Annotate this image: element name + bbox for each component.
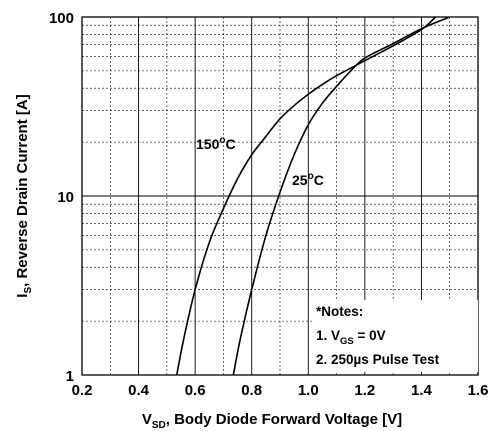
series-label-25c-rest: C (314, 172, 324, 188)
x-tick-label: 0.6 (185, 382, 206, 399)
y-axis-title-rest: , Reverse Drain Current [A] (14, 94, 31, 287)
x-tick-labels: 0.2 0.4 0.6 0.8 1.0 1.2 1.4 1.6 (72, 382, 489, 399)
y-tick-labels: 1 10 100 (49, 10, 74, 385)
y-axis-title: IS, Reverse Drain Current [A] (14, 94, 34, 297)
notes-line-1-rest: = 0V (354, 328, 386, 343)
notes-title: *Notes: (316, 304, 363, 319)
x-tick-label: 1.4 (411, 382, 433, 399)
curves (175, 16, 451, 376)
series-label-150c-rest: C (225, 136, 235, 152)
series-label-25c: 25oC (292, 171, 324, 188)
x-axis-title: VSD, Body Diode Forward Voltage [V] (142, 411, 402, 431)
notes-line-1-sub: GS (340, 336, 354, 347)
series-label-150c-main: 150 (196, 136, 220, 152)
x-axis-title-sub: SD (152, 420, 166, 431)
notes-line-2: 2. 250µs Pulse Test (316, 352, 440, 367)
series-label-150c: 150oC (196, 135, 236, 152)
x-tick-label: 0.2 (72, 382, 93, 399)
series-label-25c-main: 25 (292, 172, 308, 188)
y-tick-label: 100 (49, 10, 74, 27)
notes-box-background (312, 300, 478, 372)
notes-line-1-main: 1. V (316, 328, 340, 343)
y-tick-label: 1 (66, 368, 74, 385)
series-label-150c-sup: o (219, 135, 225, 146)
x-tick-label: 0.4 (128, 382, 150, 399)
grid (82, 17, 478, 375)
notes-line-1: 1. VGS = 0V (316, 328, 386, 347)
x-tick-label: 1.0 (298, 382, 319, 399)
plot-frame (81, 16, 479, 376)
x-tick-label: 0.8 (241, 382, 262, 399)
y-axis-title-sub: S (23, 287, 34, 294)
y-tick-label: 10 (57, 189, 74, 206)
series-line-25c (232, 16, 451, 376)
series-line-150c (175, 16, 437, 376)
y-axis-title-main: I (14, 294, 31, 298)
series-label-25c-sup: o (308, 171, 314, 182)
x-axis-title-main: V (142, 411, 152, 428)
x-tick-label: 1.6 (468, 382, 489, 399)
x-tick-label: 1.2 (354, 382, 375, 399)
x-axis-title-rest: , Body Diode Forward Voltage [V] (166, 411, 402, 428)
